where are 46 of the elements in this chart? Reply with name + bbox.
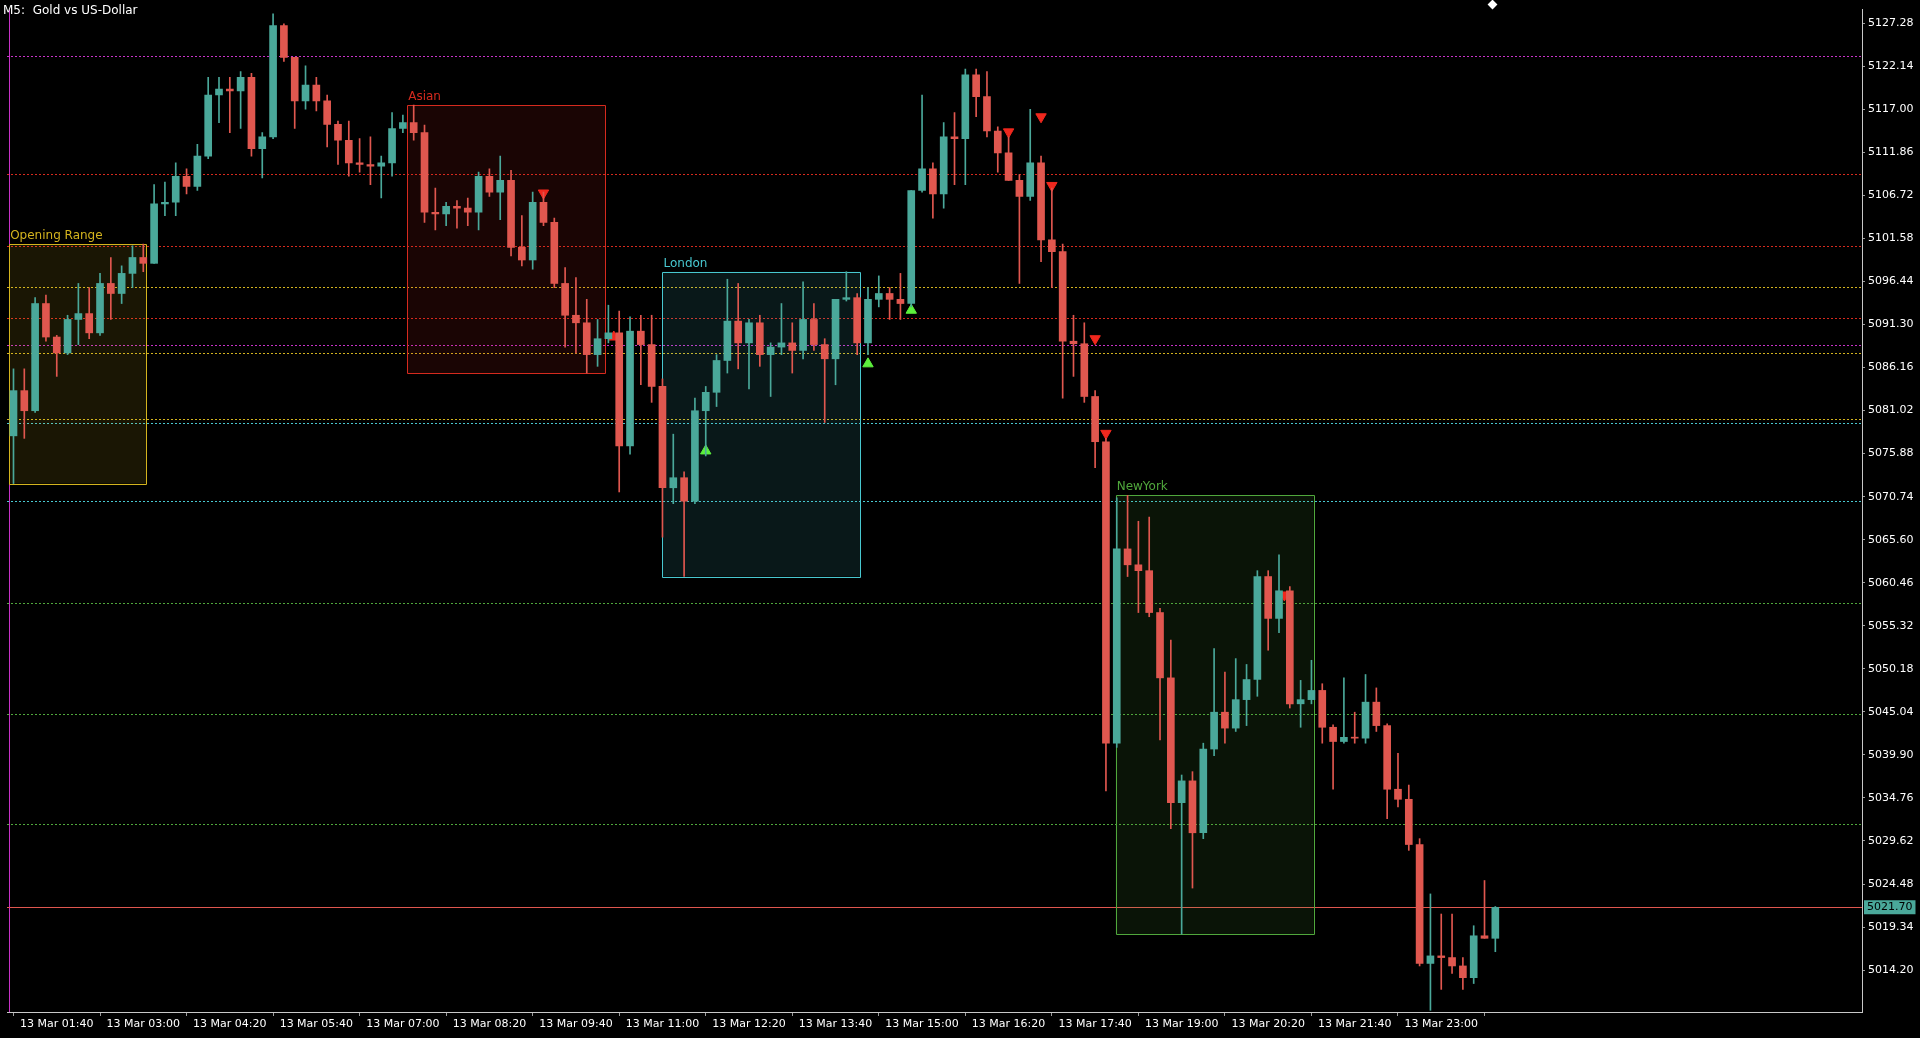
y-tick-label: 5106.72 <box>1868 188 1914 202</box>
x-tick-label: 13 Mar 23:00 <box>1404 1017 1478 1031</box>
y-tick-label: 5091.30 <box>1868 317 1914 331</box>
x-tick-label: 13 Mar 11:00 <box>625 1017 700 1031</box>
x-tick-label: 13 Mar 12:20 <box>712 1017 786 1031</box>
chart-title: M5: Gold vs US-Dollar <box>3 3 138 17</box>
y-tick-label: 5060.46 <box>1868 575 1914 589</box>
y-tick-label: 5101.58 <box>1868 231 1914 245</box>
x-tick-label: 13 Mar 07:00 <box>366 1017 440 1031</box>
x-tick-label: 13 Mar 19:00 <box>1144 1017 1219 1031</box>
y-tick-label: 5055.32 <box>1868 618 1914 632</box>
x-tick-label: 13 Mar 05:40 <box>279 1017 354 1031</box>
x-tick-label: 13 Mar 09:40 <box>539 1017 613 1031</box>
x-tick-label: 13 Mar 20:20 <box>1231 1017 1305 1031</box>
y-tick-label: 5081.02 <box>1868 403 1914 417</box>
y-tick-label: 5024.48 <box>1868 876 1914 890</box>
y-tick-label: 5111.86 <box>1868 145 1914 159</box>
x-tick-label: 13 Mar 03:00 <box>106 1017 181 1031</box>
x-tick-label: 13 Mar 01:40 <box>20 1017 94 1031</box>
x-tick-label: 13 Mar 16:20 <box>971 1017 1046 1031</box>
y-tick-label: 5127.28 <box>1868 16 1914 30</box>
band-label: NewYork <box>1116 479 1168 494</box>
y-tick-label: 5086.16 <box>1868 360 1914 374</box>
x-tick-label: 13 Mar 08:20 <box>452 1017 527 1031</box>
x-tick-label: 13 Mar 04:20 <box>193 1017 267 1031</box>
band-label: Opening Range <box>10 228 103 243</box>
x-tick-label: 13 Mar 13:40 <box>798 1017 873 1031</box>
y-tick-label: 5075.88 <box>1868 446 1914 460</box>
y-tick-label: 5070.74 <box>1868 489 1914 503</box>
x-tick-label: 13 Mar 17:40 <box>1058 1017 1132 1031</box>
y-tick-label: 5050.18 <box>1868 661 1914 675</box>
y-tick-label: 5122.14 <box>1868 59 1914 73</box>
x-tick-label: 13 Mar 21:40 <box>1317 1017 1392 1031</box>
y-tick-label: 5039.90 <box>1868 747 1914 761</box>
x-tick-label: 13 Mar 15:00 <box>885 1017 959 1031</box>
ref-line-label: 5021.70 <box>1867 900 1913 914</box>
y-tick-label: 5117.00 <box>1868 102 1914 116</box>
y-tick-label: 5096.44 <box>1868 274 1914 288</box>
y-tick-label: 5029.62 <box>1868 833 1914 847</box>
y-tick-label: 5034.76 <box>1868 790 1914 804</box>
y-tick-label: 5045.04 <box>1868 704 1914 718</box>
y-tick-label: 5019.34 <box>1868 919 1914 933</box>
band-label: London <box>663 255 708 270</box>
y-tick-label: 5014.20 <box>1868 962 1914 976</box>
y-tick-label: 5065.60 <box>1868 532 1914 546</box>
band-label: Asian <box>408 89 441 104</box>
